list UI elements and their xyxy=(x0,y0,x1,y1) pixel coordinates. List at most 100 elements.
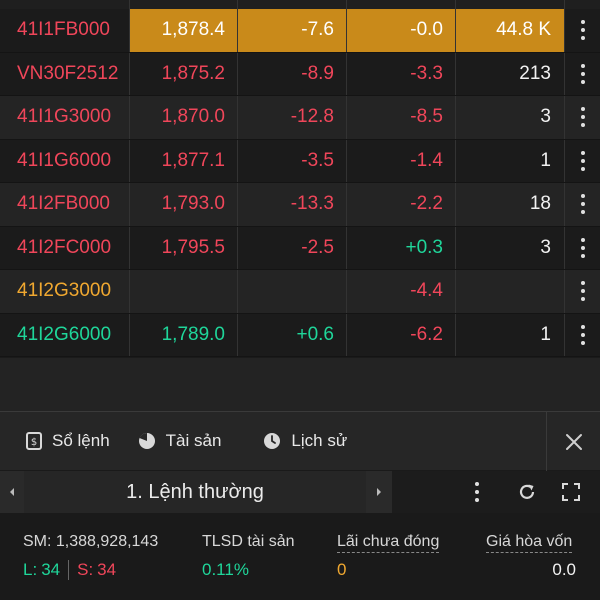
change-cell: -2.5 xyxy=(238,226,347,269)
price-cell: 1,878.4 xyxy=(130,9,238,52)
tab-history-label: Lịch sử xyxy=(291,431,348,450)
row-menu-button[interactable] xyxy=(565,314,600,357)
volume-cell: 18 xyxy=(456,183,565,226)
unrealized-pnl-label[interactable]: Lãi chưa đóng xyxy=(337,533,440,553)
tab-history[interactable]: Lịch sử xyxy=(263,431,347,451)
change-cell: +0.6 xyxy=(238,313,347,356)
long-value: 34 xyxy=(41,560,61,579)
price-cell: 1,795.5 xyxy=(130,226,238,269)
tab-assets-label: Tài sản xyxy=(165,431,222,450)
svg-text:$: $ xyxy=(31,437,37,448)
unrealized-pnl-value: 0 xyxy=(337,560,347,579)
tab-order-book[interactable]: $ Sổ lệnh xyxy=(26,431,110,451)
price-cell: 1,875.2 xyxy=(130,52,238,95)
percent-cell: -0.0 xyxy=(347,9,456,52)
row-menu-button[interactable] xyxy=(565,183,600,226)
table-row[interactable]: 41I1G6000 1,877.1 -3.5 -1.4 1 xyxy=(0,139,600,183)
price-cell: 1,877.1 xyxy=(130,139,238,182)
prev-order-type-button[interactable] xyxy=(0,471,24,513)
change-cell: -7.6 xyxy=(238,9,347,52)
row-menu-button[interactable] xyxy=(565,140,600,183)
tab-assets[interactable]: Tài sản xyxy=(138,431,222,451)
price-cell: 1,870.0 xyxy=(130,96,238,139)
more-vertical-icon xyxy=(475,482,479,502)
more-vertical-icon xyxy=(580,20,585,41)
long-label: L: xyxy=(23,560,38,579)
order-bar-tools xyxy=(392,471,600,513)
account-summary: SM: 1,388,928,143 L: 34 S: 34 TLSD tài s… xyxy=(0,513,600,600)
volume-cell: 3 xyxy=(456,96,565,139)
refresh-icon xyxy=(519,484,535,499)
table-empty-area xyxy=(0,358,600,411)
volume-cell xyxy=(456,270,565,313)
order-book-icon: $ xyxy=(26,432,42,450)
symbol-cell: 41I1FB000 xyxy=(0,9,130,52)
long-short-counts: L: 34 S: 34 xyxy=(23,560,116,580)
percent-cell: -2.2 xyxy=(347,183,456,226)
table-row[interactable]: 41I2G6000 1,789.0 +0.6 -6.2 1 xyxy=(0,313,600,357)
percent-cell: -1.4 xyxy=(347,139,456,182)
percent-cell: +0.3 xyxy=(347,226,456,269)
next-order-type-button[interactable] xyxy=(366,471,392,513)
tlsd-label: TLSD tài sản xyxy=(202,533,295,550)
breakeven-label[interactable]: Giá hòa vốn xyxy=(486,533,573,553)
clock-icon xyxy=(263,432,281,450)
row-menu-button[interactable] xyxy=(565,53,600,96)
row-menu-button[interactable] xyxy=(565,96,600,139)
row-menu-button[interactable] xyxy=(565,9,600,52)
change-cell xyxy=(238,270,347,313)
volume-cell: 44.8 K xyxy=(456,9,565,52)
tlsd-value: 0.11% xyxy=(202,560,249,579)
tab-order-book-label: Sổ lệnh xyxy=(52,431,110,450)
volume-cell: 1 xyxy=(456,139,565,182)
close-button[interactable] xyxy=(546,412,600,471)
refresh-button[interactable] xyxy=(512,471,542,513)
percent-cell: -6.2 xyxy=(347,313,456,356)
symbol-cell: 41I2G3000 xyxy=(0,270,130,313)
bottom-tab-bar: $ Sổ lệnh Tài sản Lịch sử xyxy=(0,411,600,471)
symbol-cell: 41I1G6000 xyxy=(0,139,130,182)
change-cell: -3.5 xyxy=(238,139,347,182)
chevron-left-icon xyxy=(10,488,14,496)
more-vertical-icon xyxy=(580,281,585,302)
more-vertical-icon xyxy=(580,63,585,84)
percent-cell: -3.3 xyxy=(347,52,456,95)
short-label: S: xyxy=(77,560,94,579)
change-cell: -12.8 xyxy=(238,96,347,139)
order-type-title[interactable]: 1. Lệnh thường xyxy=(24,471,366,513)
close-icon xyxy=(565,433,582,450)
table-row[interactable]: 41I2FC000 1,795.5 -2.5 +0.3 3 xyxy=(0,226,600,270)
short-value: 34 xyxy=(97,560,117,579)
symbol-cell: 41I2G6000 xyxy=(0,313,130,356)
change-cell: -8.9 xyxy=(238,52,347,95)
sm-label: SM: xyxy=(23,533,52,550)
futures-table: 41I1FB000 1,878.4 -7.6 -0.0 44.8 K VN30F2512 1… xyxy=(0,9,600,357)
margin-info: SM: 1,388,928,143 xyxy=(23,533,158,551)
percent-cell: -4.4 xyxy=(347,270,456,313)
more-vertical-icon xyxy=(580,237,585,258)
change-cell: -13.3 xyxy=(238,183,347,226)
fullscreen-button[interactable] xyxy=(556,471,586,513)
price-cell xyxy=(130,270,238,313)
table-row[interactable]: 41I2G3000 -4.4 xyxy=(0,270,600,314)
chevron-right-icon xyxy=(377,488,381,496)
symbol-cell: 41I2FC000 xyxy=(0,226,130,269)
order-type-bar: 1. Lệnh thường xyxy=(0,471,600,513)
table-top-strip xyxy=(0,0,600,9)
percent-cell: -8.5 xyxy=(347,96,456,139)
volume-cell: 1 xyxy=(456,313,565,356)
order-bar-menu-button[interactable] xyxy=(462,471,492,513)
table-row[interactable]: VN30F2512 1,875.2 -8.9 -3.3 213 xyxy=(0,52,600,96)
price-cell: 1,793.0 xyxy=(130,183,238,226)
row-menu-button[interactable] xyxy=(565,227,600,270)
row-menu-button[interactable] xyxy=(565,270,600,313)
divider xyxy=(68,560,70,580)
pie-chart-icon xyxy=(138,432,156,450)
table-row[interactable]: 41I1G3000 1,870.0 -12.8 -8.5 3 xyxy=(0,96,600,140)
table-row[interactable]: 41I2FB000 1,793.0 -13.3 -2.2 18 xyxy=(0,183,600,227)
breakeven-value: 0.0 xyxy=(552,560,576,579)
volume-cell: 213 xyxy=(456,52,565,95)
table-row[interactable]: 41I1FB000 1,878.4 -7.6 -0.0 44.8 K xyxy=(0,9,600,53)
more-vertical-icon xyxy=(580,107,585,128)
more-vertical-icon xyxy=(580,324,585,345)
